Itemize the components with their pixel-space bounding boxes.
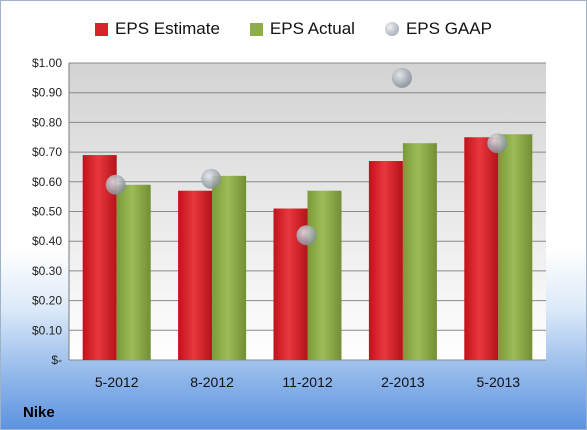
y-tick-label: $- (51, 353, 62, 367)
legend-label-eps-estimate: EPS Estimate (115, 19, 220, 38)
y-tick-label: $1.00 (32, 56, 62, 70)
x-tick-label: 11-2012 (282, 374, 333, 390)
legend-swatch-eps-gaap (384, 22, 399, 36)
marker-eps-gaap (296, 225, 317, 246)
marker-eps-gaap (487, 133, 508, 154)
marker-eps-gaap (391, 67, 412, 88)
bar-eps-actual (307, 190, 342, 360)
marker-eps-gaap (105, 174, 126, 195)
legend-item-eps-actual: EPS Actual (249, 19, 355, 39)
x-tick-label: 5-2012 (95, 374, 139, 390)
y-tick-label: $0.20 (32, 294, 62, 308)
legend-swatch-eps-actual (249, 22, 263, 36)
bar-eps-estimate (368, 161, 403, 360)
y-tick-label: $0.50 (32, 205, 62, 219)
y-tick-label: $0.60 (32, 175, 62, 189)
y-tick-label: $0.30 (32, 264, 62, 278)
y-tick-label: $0.80 (32, 115, 62, 129)
bar-eps-estimate (178, 190, 213, 360)
y-tick-label: $0.10 (32, 323, 62, 337)
x-tick-label: 2-2013 (381, 374, 425, 390)
bar-eps-actual (116, 184, 151, 360)
legend-item-eps-gaap: EPS GAAP (384, 19, 492, 39)
legend-label-eps-actual: EPS Actual (269, 19, 355, 38)
legend-item-eps-estimate: EPS Estimate (95, 19, 220, 39)
y-tick-label: $0.40 (32, 234, 62, 248)
marker-eps-gaap (201, 168, 222, 189)
bar-eps-actual (498, 134, 533, 360)
chart-legend: EPS Estimate EPS Actual EPS GAAP (1, 19, 586, 39)
legend-swatch-eps-estimate (95, 22, 109, 36)
bar-eps-actual (402, 143, 437, 360)
bar-eps-actual (212, 175, 247, 360)
company-label: Nike (23, 404, 55, 421)
y-tick-label: $0.90 (32, 86, 62, 100)
legend-label-eps-gaap: EPS GAAP (405, 19, 492, 38)
x-tick-label: 8-2012 (190, 374, 234, 390)
bar-eps-estimate (464, 137, 499, 360)
x-tick-label: 5-2013 (477, 374, 521, 390)
y-tick-label: $0.70 (32, 145, 62, 159)
